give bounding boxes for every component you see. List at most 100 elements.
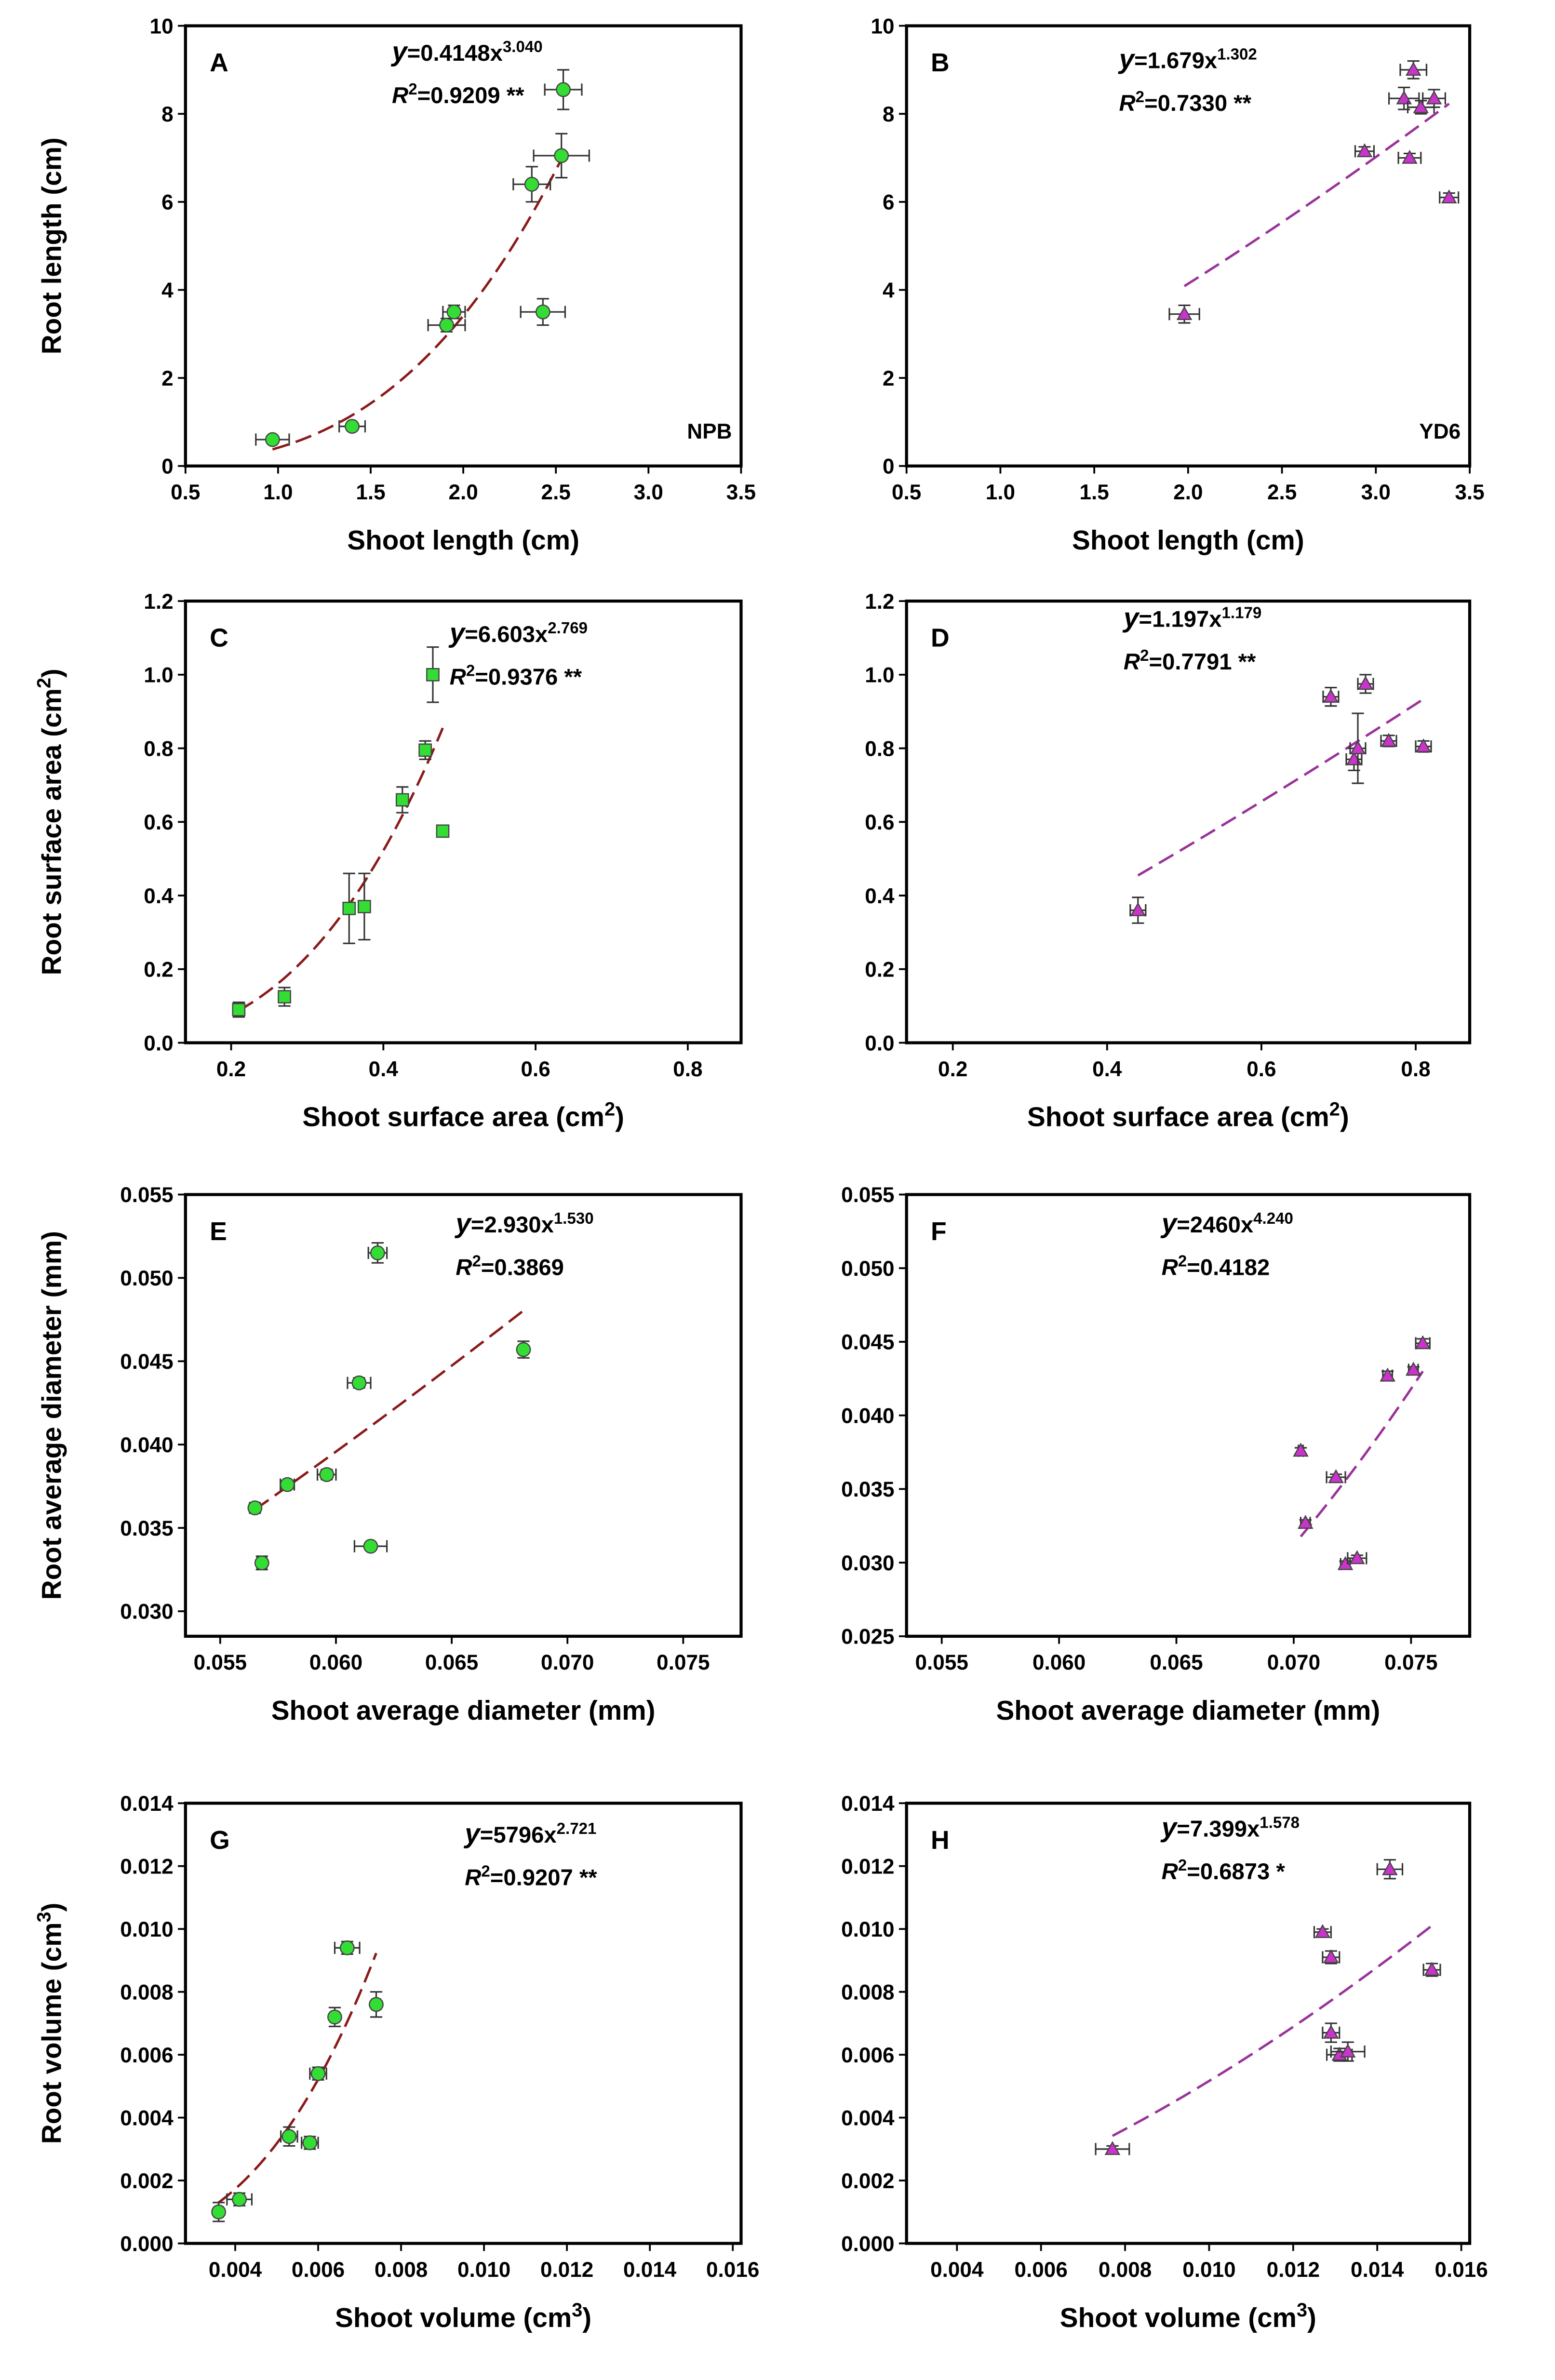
x-tick-label: 0.016 — [1434, 2258, 1488, 2282]
x-axis-label: Shoot volume (cm3) — [335, 2300, 591, 2333]
y-tick-label: 1.0 — [865, 664, 894, 687]
x-tick-label: 0.6 — [521, 1057, 550, 1081]
data-point — [211, 2204, 227, 2220]
fit-equation-exponent: 4.240 — [1253, 1210, 1293, 1228]
data-point — [1380, 1367, 1395, 1382]
data-point — [302, 2135, 318, 2151]
y-axis-label-part: Root surface area (cm — [37, 688, 67, 975]
data-point — [1415, 738, 1432, 753]
fit-equation-body: =6.603x — [465, 622, 548, 647]
data-point — [1424, 1962, 1440, 1976]
y-tick-label: 1.2 — [865, 590, 894, 614]
r-squared-sup: 2 — [481, 1862, 490, 1880]
panel-label: D — [931, 624, 950, 653]
r-squared-sup: 2 — [1136, 88, 1144, 106]
panel: 0.5 1.0 1.5 2.0 2.5 3.0 3.5 0 2 4 6 8 10 Shoot length… — [37, 14, 756, 556]
data-point — [319, 1467, 335, 1482]
r-squared-value: =0.9376 ** — [475, 664, 582, 690]
data-point — [1413, 99, 1429, 113]
r-squared-r: R — [1124, 649, 1140, 675]
data-point — [1357, 676, 1374, 690]
panel: 0.5 1.0 1.5 2.0 2.5 3.0 3.5 0 2 4 6 8 10 Shoot length… — [871, 14, 1484, 556]
y-axis-label-part: Root length (cm) — [37, 137, 67, 354]
panel-label: A — [210, 49, 228, 77]
r-squared-value: =0.7791 ** — [1149, 649, 1256, 675]
fit-equation: y=6.603x2.769 — [448, 618, 588, 648]
data-point — [278, 990, 291, 1003]
data-point — [1441, 189, 1457, 203]
x-axis-label: Shoot average diameter (mm) — [271, 1696, 656, 1726]
y-tick-label: 0.0 — [865, 1031, 894, 1055]
y-tick-label: 0.014 — [120, 1792, 174, 1816]
fit-equation-exponent: 1.530 — [554, 1210, 594, 1228]
y-tick-label: 2 — [883, 367, 895, 390]
r-squared-sup: 2 — [466, 662, 475, 680]
x-tick-label: 0.4 — [1092, 1057, 1122, 1081]
fit-curve — [1137, 698, 1424, 877]
panel: 0.055 0.060 0.065 0.070 0.075 0.030 0.035 0.040… — [37, 1183, 743, 1726]
fit-curve — [1112, 1925, 1433, 2137]
fit-equation-body: =0.4148x — [407, 40, 503, 66]
r-squared-sup: 2 — [1178, 1856, 1187, 1874]
y-axis-label-part: 2 — [34, 678, 55, 688]
fit-equation-y: y — [1160, 1208, 1178, 1239]
r-squared-r: R — [1119, 91, 1136, 116]
fit-equation: y=1.197x1.179 — [1122, 603, 1261, 633]
y-tick-label: 1.0 — [144, 664, 173, 687]
y-tick-label: 0.040 — [841, 1404, 894, 1428]
x-tick-label: 0.006 — [1015, 2258, 1068, 2282]
r-squared: R2=0.3869 — [456, 1252, 564, 1281]
panel-label: C — [210, 624, 228, 653]
y-tick-label: 0.035 — [841, 1478, 894, 1501]
y-tick-label: 0.004 — [841, 2106, 895, 2130]
x-tick-label: 1.5 — [356, 481, 385, 504]
r-squared-r: R — [456, 1255, 472, 1280]
fit-equation: y=7.399x1.578 — [1160, 1813, 1300, 1843]
annotation: YD6 — [1419, 420, 1461, 443]
x-tick-label: 2.5 — [541, 481, 571, 504]
plot-frame — [184, 1193, 743, 1638]
data-point — [1176, 306, 1193, 321]
panel-label: B — [931, 49, 950, 77]
x-tick-label: 0.065 — [1150, 1651, 1203, 1674]
fit-equation-body: =2.930x — [471, 1212, 554, 1238]
y-tick-label: 0.055 — [120, 1183, 173, 1207]
y-tick-label: 0.010 — [841, 1918, 894, 1941]
data-point — [1405, 62, 1421, 76]
r-squared-sup: 2 — [472, 1252, 481, 1270]
x-tick-label: 0.014 — [1351, 2258, 1404, 2282]
y-tick-label: 4 — [883, 279, 895, 302]
data-point — [1104, 2141, 1121, 2155]
data-point — [1293, 1443, 1309, 1457]
data-point — [1350, 740, 1366, 754]
y-tick-label: 0.006 — [841, 2044, 894, 2067]
data-point — [247, 1500, 263, 1516]
x-tick-label: 0.065 — [425, 1651, 478, 1674]
fit-equation-exponent: 3.040 — [503, 38, 543, 55]
r-squared: R2=0.7791 ** — [1124, 646, 1256, 675]
fit-equation-body: =7.399x — [1177, 1817, 1260, 1842]
x-tick-label: 0.5 — [171, 481, 200, 504]
data-point — [265, 432, 280, 447]
x-axis-label: Shoot length (cm) — [1072, 525, 1304, 556]
x-tick-label: 0.012 — [1267, 2258, 1320, 2282]
data-point — [1130, 902, 1146, 916]
data-point — [446, 304, 462, 320]
r-squared: R2=0.4182 — [1162, 1252, 1270, 1281]
y-axis-label-part: ) — [37, 1903, 67, 1912]
data-point — [436, 824, 450, 838]
data-point — [1426, 90, 1442, 105]
fit-equation: y=0.4148x3.040 — [390, 37, 543, 67]
y-tick-label: 0.006 — [120, 2044, 173, 2067]
x-tick-label: 0.008 — [375, 2258, 428, 2282]
y-tick-label: 0.2 — [144, 958, 173, 982]
fit-equation-exponent: 2.721 — [557, 1820, 597, 1838]
data-point — [363, 1538, 378, 1554]
x-axis-label-part: Shoot volume (cm — [1060, 2303, 1297, 2333]
fit-equation-y: y — [448, 618, 466, 648]
x-axis-label: Shoot surface area (cm2) — [302, 1099, 624, 1133]
fit-curve — [254, 1310, 524, 1511]
x-tick-label: 0.012 — [540, 2258, 593, 2282]
data-point — [1323, 2024, 1339, 2039]
x-tick-label: 1.0 — [263, 481, 293, 504]
